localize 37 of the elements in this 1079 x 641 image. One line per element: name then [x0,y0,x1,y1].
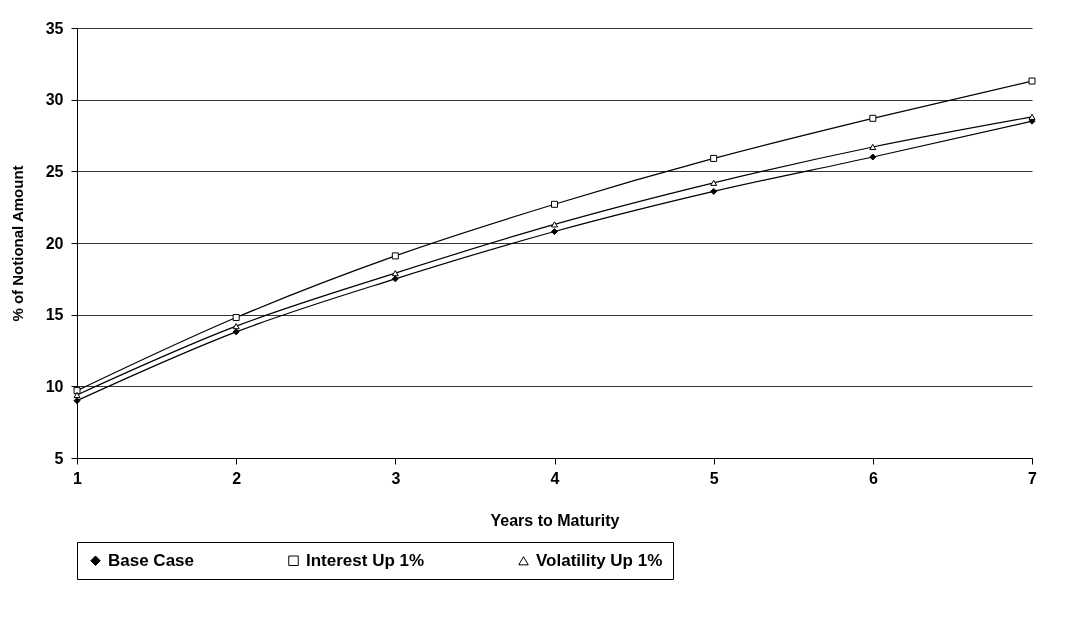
x-tick-label: 3 [391,469,401,487]
legend-label: Interest Up 1% [306,550,425,570]
x-tick-label: 4 [550,469,560,487]
point [1028,113,1036,120]
y-tick-label: 30 [45,91,64,109]
x-axis-title: Years to Maturity [490,511,620,529]
y-tick-label: 25 [45,162,64,180]
y-tick-label: 10 [45,377,64,395]
point [232,314,240,322]
point [551,221,558,228]
y-tick-label: 15 [45,306,64,324]
point [710,179,718,186]
y-tick-label: 35 [45,19,64,37]
x-tick-label: 7 [1028,469,1038,487]
x-tick-label: 1 [73,469,83,487]
y-tick-label: 5 [54,449,64,467]
x-tick-label: 5 [709,469,719,487]
point [391,270,399,277]
point [73,397,81,405]
x-tick-label: 6 [868,469,878,487]
y-axis-title: % of Notional Amount [8,165,26,322]
x-tick-label: 2 [232,469,242,487]
point [710,154,718,162]
point [710,187,718,195]
point [869,153,877,161]
point [232,323,240,330]
point [869,143,877,151]
point [551,228,558,236]
point [232,328,240,336]
point [391,252,399,260]
legend-label: Volatility Up 1% [536,550,663,570]
y-tick-label: 20 [45,234,64,252]
legend-label: Base Case [108,550,195,570]
point [869,114,877,122]
point [1028,77,1036,85]
point [551,200,558,208]
point [391,275,399,283]
